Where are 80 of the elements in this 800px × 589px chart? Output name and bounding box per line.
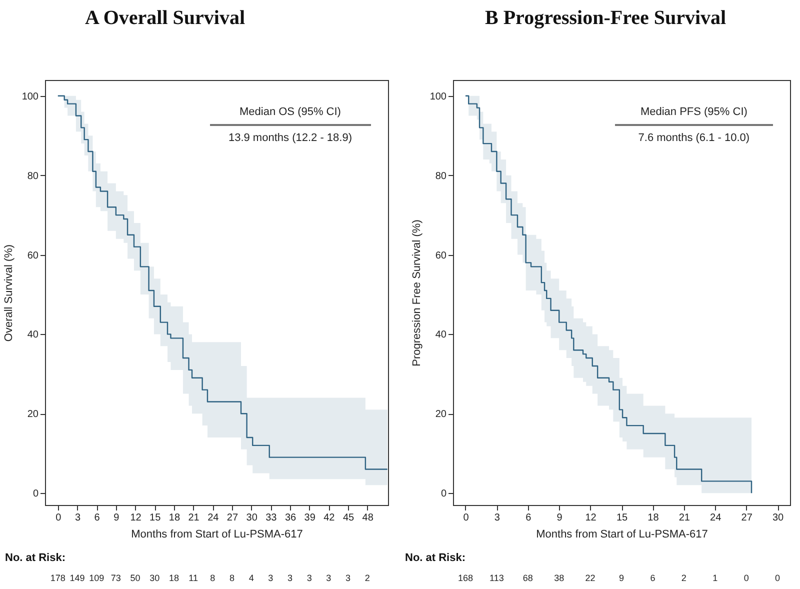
text: 68	[522, 573, 533, 583]
text: 3	[346, 573, 351, 583]
text: 11	[188, 573, 198, 583]
annotation: Median PFS (95% CI)	[639, 106, 748, 120]
x-tick-label: 21	[188, 512, 200, 524]
text: 0	[775, 573, 780, 583]
x-tick-label: 48	[362, 512, 374, 524]
text: 109	[89, 573, 104, 583]
x-tick-label: 15	[150, 512, 162, 524]
x-tick-label: 0	[56, 512, 62, 524]
y-tick-label: 0	[32, 488, 39, 500]
y-tick-label: 20	[27, 409, 39, 420]
annotation: 13.9 months (12.2 - 18.9)	[227, 131, 353, 144]
x-tick-label: 42	[324, 512, 336, 524]
annotation: 7.6 months (6.1 - 10.0)	[637, 131, 751, 144]
text: 149	[70, 573, 85, 583]
text: 38	[554, 573, 564, 583]
text: 30	[150, 573, 160, 583]
y-tick-label: 100	[430, 91, 447, 102]
text: 8	[229, 573, 234, 583]
y-tick-label: 40	[435, 330, 447, 341]
x-axis-title: Months from Start of Lu-PSMA-617	[536, 528, 708, 540]
y-axis-title: Progression Free Survival (%)	[410, 220, 423, 366]
text: 3	[306, 573, 312, 583]
x-tick-label: 9	[556, 512, 563, 524]
x-tick-label: 6	[94, 512, 100, 524]
text: 4	[248, 573, 254, 583]
x-tick-label: 30	[772, 512, 784, 524]
x-tick-label: 9	[114, 512, 120, 524]
x-tick-label: 21	[678, 512, 690, 524]
y-tick-label: 60	[27, 250, 39, 262]
x-tick-label: 6	[526, 512, 532, 524]
x-tick-label: 45	[342, 512, 355, 524]
annotation: Median OS (95% CI)	[238, 106, 342, 120]
text: 73	[110, 573, 121, 583]
text: 1	[712, 573, 718, 583]
y-axis-title: Overall Survival (%)	[2, 244, 15, 342]
y-tick-label: 100	[22, 91, 39, 102]
text: 2	[364, 573, 370, 583]
x-tick-label: 24	[710, 512, 722, 524]
y-tick-label: 40	[27, 330, 39, 341]
chart-title: A Overall Survival	[85, 7, 246, 29]
y-tick-label: 0	[440, 488, 447, 500]
text: 0	[744, 573, 749, 583]
text: 9	[618, 573, 624, 583]
y-tick-label: 60	[435, 250, 447, 262]
x-tick-label: 12	[585, 512, 597, 524]
x-tick-label: 27	[741, 512, 753, 524]
text: 3	[287, 573, 293, 583]
x-tick-label: 18	[648, 512, 660, 524]
y-tick-label: 80	[435, 170, 447, 182]
text: 22	[585, 573, 596, 583]
x-tick-label: 12	[130, 512, 142, 524]
text: 178	[50, 573, 66, 583]
x-tick-label: 24	[208, 512, 220, 524]
x-axis-title: Months from Start of Lu-PSMA-617	[131, 528, 303, 540]
x-tick-label: 36	[284, 512, 296, 524]
text: No. at Risk:	[405, 552, 466, 564]
y-tick-label: 20	[435, 409, 447, 420]
x-tick-label: 15	[616, 512, 628, 524]
y-tick-label: 80	[27, 170, 39, 182]
text: 8	[210, 573, 216, 583]
x-tick-label: 27	[226, 512, 238, 524]
text: 6	[650, 573, 656, 583]
text: 3	[268, 573, 274, 583]
text: 2	[681, 573, 686, 583]
x-tick-label: 3	[74, 512, 81, 524]
x-tick-label: 18	[168, 512, 180, 524]
text: 18	[168, 573, 179, 583]
x-tick-label: 39	[304, 512, 316, 524]
x-tick-label: 33	[266, 512, 278, 524]
text: 168	[458, 573, 473, 583]
text: 50	[130, 573, 140, 583]
text: 113	[490, 573, 504, 583]
text: 3	[326, 573, 332, 583]
text: No. at Risk:	[5, 552, 66, 564]
chart-title: B Progression-Free Survival	[485, 7, 727, 29]
x-tick-label: 30	[246, 512, 258, 524]
x-tick-label: 3	[494, 512, 500, 524]
x-tick-label: 0	[463, 512, 470, 524]
